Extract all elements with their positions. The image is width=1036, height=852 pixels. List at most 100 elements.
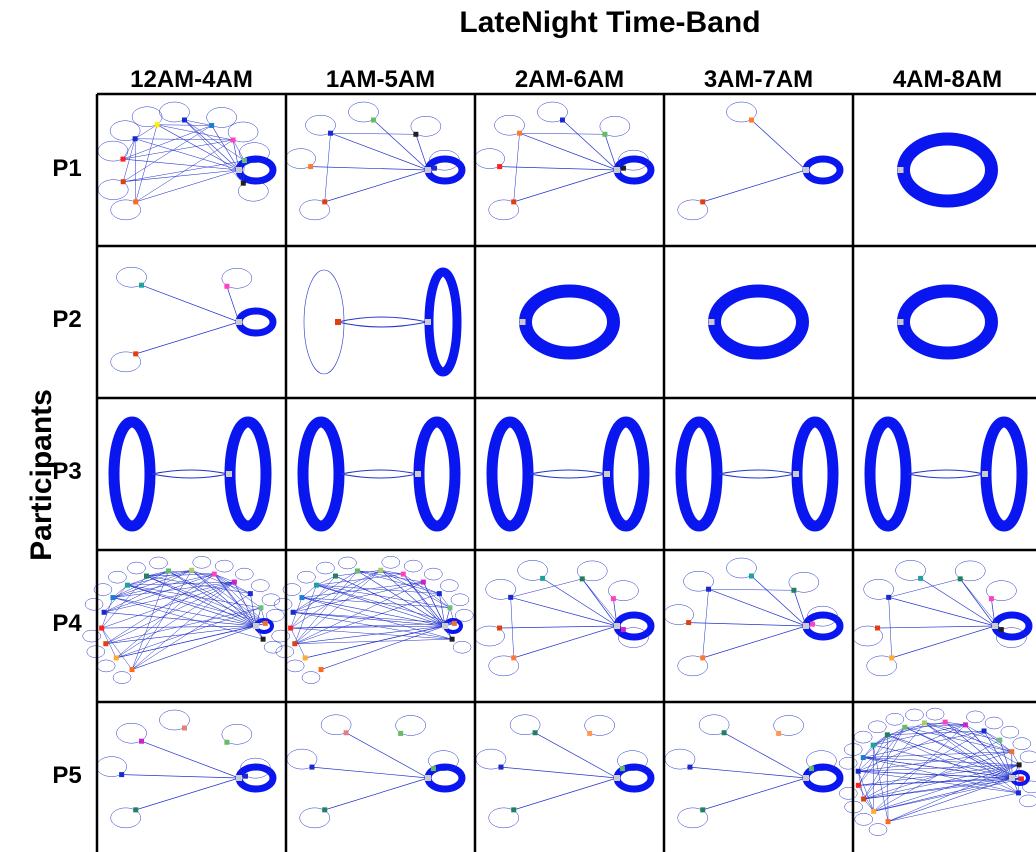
edge <box>112 570 169 598</box>
satellite-node <box>101 609 107 615</box>
satellite-node <box>302 655 308 661</box>
edge <box>702 777 807 811</box>
edge <box>863 730 985 800</box>
edge <box>887 792 1019 822</box>
edge <box>112 581 235 598</box>
self-loop-icon <box>192 556 211 569</box>
edge <box>214 573 262 608</box>
edge <box>146 575 257 627</box>
satellite-node <box>700 655 706 661</box>
edge <box>529 473 607 479</box>
row-header-p3: P3 <box>52 458 82 485</box>
edge <box>510 578 583 598</box>
edge <box>168 570 266 624</box>
edge <box>122 158 240 171</box>
satellite-node <box>532 730 538 736</box>
edge <box>156 124 240 171</box>
satellite-node <box>354 568 360 574</box>
self-loop-icon <box>726 557 757 579</box>
edge <box>146 575 251 594</box>
self-loop-icon <box>131 106 163 128</box>
satellite-node <box>861 796 867 802</box>
self-loop-icon <box>424 567 443 581</box>
edge <box>103 585 128 613</box>
self-loop-icon <box>519 284 620 360</box>
satellite-node <box>610 596 616 602</box>
edge <box>112 597 264 640</box>
edge <box>305 625 446 659</box>
self-loop-icon <box>235 567 254 581</box>
satellite-node <box>918 575 924 581</box>
satellite-node <box>247 591 253 597</box>
edge <box>863 751 1012 758</box>
edge <box>959 578 996 627</box>
edge <box>101 627 133 670</box>
edge <box>293 581 424 613</box>
edge <box>513 777 618 811</box>
edge <box>904 727 1013 779</box>
satellite-node <box>378 567 384 573</box>
self-loop-icon <box>868 720 887 734</box>
hub-node <box>992 623 998 629</box>
edge <box>135 169 240 203</box>
edge <box>357 570 440 594</box>
self-loop-icon <box>897 284 998 360</box>
edge <box>924 722 1013 779</box>
self-loop-icon <box>93 583 113 596</box>
edge <box>723 732 807 779</box>
edge <box>872 745 874 812</box>
satellite-node <box>322 807 328 813</box>
self-loop-icon <box>485 579 516 600</box>
edge <box>232 139 240 171</box>
edge <box>103 570 192 613</box>
edge <box>500 766 618 779</box>
edge <box>904 724 966 728</box>
edge <box>887 721 946 736</box>
edge <box>907 473 985 479</box>
satellite-node <box>322 199 328 205</box>
satellite-node <box>748 573 754 579</box>
edge <box>135 138 240 171</box>
self-loop-icon <box>618 627 649 648</box>
satellite-node <box>133 351 139 357</box>
edge <box>345 732 429 779</box>
satellite-node <box>129 667 135 673</box>
hub-node <box>803 623 809 629</box>
self-loop-icon <box>791 416 839 532</box>
satellite-node <box>921 720 927 726</box>
hub-node <box>614 623 620 629</box>
satellite-node <box>587 730 593 736</box>
self-loop-icon <box>897 132 998 208</box>
satellite-node <box>242 773 248 779</box>
self-loop-icon <box>773 715 804 736</box>
satellite-node <box>988 596 994 602</box>
hub-node <box>236 319 242 325</box>
edge <box>184 119 212 126</box>
edge <box>924 722 1012 752</box>
self-loop-icon <box>986 580 1017 601</box>
edge <box>519 132 618 171</box>
hub-node <box>236 775 242 781</box>
satellite-node <box>113 655 119 661</box>
edge <box>316 575 336 586</box>
satellite-node <box>706 586 712 592</box>
satellite-node <box>258 605 264 611</box>
satellite-node <box>579 576 585 582</box>
hub-node <box>425 167 431 173</box>
edge <box>232 139 245 161</box>
self-loop-icon <box>159 709 190 731</box>
self-loop-icon <box>788 572 820 593</box>
self-loop-icon <box>348 101 379 123</box>
edge <box>122 139 234 160</box>
satellite-node <box>855 782 861 788</box>
self-loop-icon <box>149 556 168 570</box>
self-loop-icon <box>608 580 639 601</box>
satellite-node <box>209 122 215 128</box>
hub-node <box>425 775 431 781</box>
column-header-4am-8am: 4AM-8AM <box>892 66 1003 93</box>
hub-node <box>897 319 904 325</box>
edge <box>858 770 1013 779</box>
edge <box>751 575 807 627</box>
edge <box>146 570 169 577</box>
self-loop-icon <box>263 640 283 654</box>
